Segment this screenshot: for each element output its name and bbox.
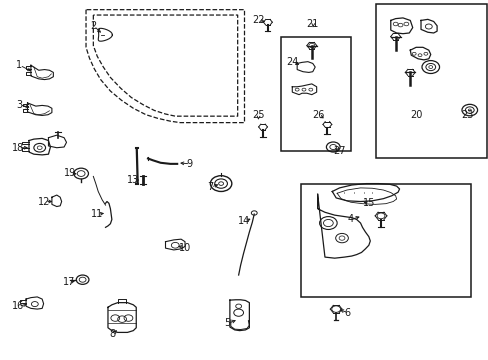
Text: 21: 21 [306,19,318,29]
Text: 9: 9 [186,159,193,169]
Text: 7: 7 [207,182,213,192]
Text: 1: 1 [16,60,22,70]
Text: 26: 26 [312,111,324,121]
Text: 11: 11 [91,209,103,219]
Text: 12: 12 [39,197,51,207]
Bar [375,4,487,158]
Text: 14: 14 [238,216,250,226]
Text: 13: 13 [127,175,139,185]
Bar [281,37,350,151]
Text: 23: 23 [461,111,473,121]
Text: 16: 16 [12,301,24,311]
Text: 2: 2 [90,21,96,31]
Text: 24: 24 [285,57,298,67]
Text: 6: 6 [344,308,350,318]
Text: 20: 20 [409,111,422,121]
Text: 27: 27 [333,146,345,156]
Text: 3: 3 [16,100,22,110]
Text: 25: 25 [251,111,264,121]
Text: 22: 22 [251,15,264,26]
Text: 19: 19 [63,168,76,178]
Text: 17: 17 [62,277,75,287]
Text: 5: 5 [224,319,230,328]
Text: 15: 15 [363,198,375,208]
Text: 4: 4 [347,215,353,224]
Bar [300,184,470,297]
Text: 8: 8 [110,329,116,339]
Text: 18: 18 [12,143,24,153]
Text: 10: 10 [179,243,191,253]
